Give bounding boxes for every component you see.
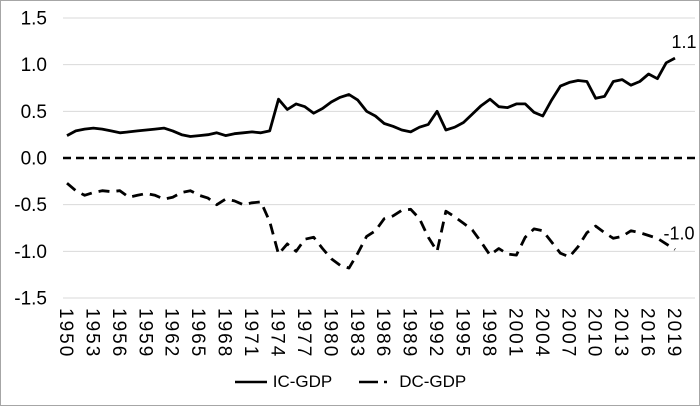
y-axis-tick-label: 0.0 <box>21 149 47 170</box>
x-axis-tick-label: 1998 <box>478 308 499 358</box>
chart-legend: IC-GDP DC-GDP <box>1 367 699 397</box>
x-axis-tick-label: 1974 <box>267 308 288 358</box>
legend-item-dc-gdp: DC-GDP <box>358 372 466 392</box>
x-axis-tick-label: 2004 <box>531 308 552 358</box>
legend-item-ic-gdp: IC-GDP <box>234 372 333 392</box>
x-axis-tick-label: 1950 <box>55 308 76 358</box>
x-axis-tick-label: 1986 <box>372 308 393 358</box>
x-axis-tick-label: 1968 <box>214 308 235 358</box>
y-axis-tick-label: -1.5 <box>14 288 47 309</box>
legend-solid-line-icon <box>234 380 267 384</box>
data-label-dc-gdp: -1.0 <box>663 224 694 244</box>
x-axis-tick-label: 2010 <box>584 308 605 358</box>
x-axis-tick-label: 2016 <box>637 308 658 358</box>
x-axis-tick-label: 2019 <box>663 308 684 358</box>
y-axis-tick-label: -0.5 <box>14 195 47 216</box>
x-axis-tick-label: 1959 <box>134 308 155 358</box>
y-axis-tick-label: -1.0 <box>14 242 47 263</box>
y-axis-tick-label: 1.5 <box>21 9 47 30</box>
x-axis-tick-label: 2007 <box>557 308 578 358</box>
series-line-ic-gdp <box>66 56 676 138</box>
x-axis-tick-label: 1980 <box>319 308 340 358</box>
legend-label-ic-gdp: IC-GDP <box>272 372 333 391</box>
x-axis-tick-label: 1983 <box>346 308 367 358</box>
x-axis-tick-label: 1995 <box>452 308 473 358</box>
x-axis-tick-label: 1977 <box>293 308 314 358</box>
x-axis-tick-label: 1992 <box>425 308 446 358</box>
legend-dash-dot-line-icon <box>359 380 394 384</box>
x-axis-tick-label: 1953 <box>81 308 102 358</box>
x-axis-tick-label: 1965 <box>187 308 208 358</box>
line-chart: 1.5 1.0 0.5 0.0 -0.5 -1.0 -1.5 1950 1953 1956 1959… <box>14 9 696 359</box>
x-axis-tick-label: 1962 <box>161 308 182 358</box>
x-axis-tick-label: 2013 <box>610 308 631 358</box>
x-axis-tick-label: 2001 <box>504 308 525 358</box>
x-axis-tick-label: 1971 <box>240 308 261 358</box>
x-axis-tick-label: 1989 <box>399 308 420 358</box>
y-axis-tick-label: 1.0 <box>21 55 47 76</box>
series-line-dc-gdp <box>66 182 676 270</box>
data-label-ic-gdp: 1.1 <box>671 32 696 52</box>
y-axis-tick-label: 0.5 <box>21 102 47 123</box>
legend-label-dc-gdp: DC-GDP <box>399 372 467 391</box>
x-axis-tick-label: 1956 <box>108 308 129 358</box>
